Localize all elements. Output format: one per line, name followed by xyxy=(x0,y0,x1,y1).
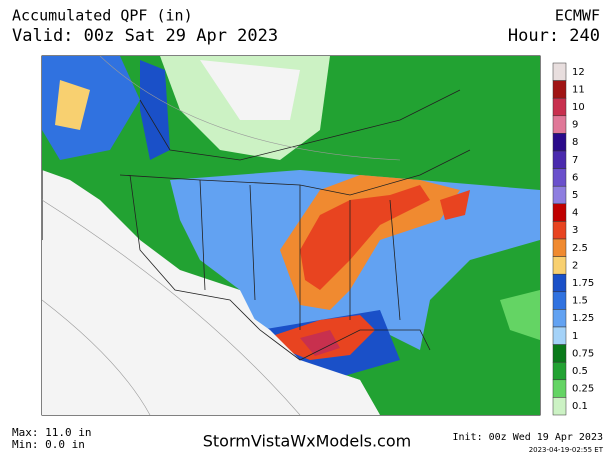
legend-label: 4 xyxy=(572,208,578,219)
precip-field xyxy=(42,56,540,415)
legend-label: 11 xyxy=(572,84,585,95)
legend-swatch xyxy=(552,361,567,381)
legend-label: 1.25 xyxy=(572,313,594,324)
legend-label: 1.5 xyxy=(572,296,588,307)
legend-label: 7 xyxy=(572,155,578,166)
legend-label: 0.5 xyxy=(572,366,588,377)
legend-swatch xyxy=(552,150,567,169)
legend-label: 0.25 xyxy=(572,384,594,395)
graticule xyxy=(42,56,401,415)
map xyxy=(41,55,541,416)
timestamp: 2023-04-19-02:55 ET xyxy=(529,446,604,454)
legend-swatch xyxy=(552,62,567,81)
legend-swatch xyxy=(552,115,567,134)
legend-label: 12 xyxy=(572,67,585,78)
legend-label: 2.5 xyxy=(572,243,588,254)
legend-swatch xyxy=(552,326,567,345)
legend-swatch xyxy=(552,203,567,222)
legend-swatch xyxy=(552,133,567,152)
valid-time: Valid: 00z Sat 29 Apr 2023 xyxy=(12,26,278,46)
legend-swatch xyxy=(552,185,567,205)
legend-swatch xyxy=(552,168,567,187)
legend-swatch xyxy=(552,397,567,416)
color-legend: 12 11 10 9 8 7 6 5 4 3 2.5 2 1.75 1.5 1.25 1 0.75 0.5 0.25… xyxy=(552,62,594,416)
legend-swatch xyxy=(552,238,567,257)
legend-label: 8 xyxy=(572,137,578,148)
legend-swatch xyxy=(552,256,567,275)
legend-swatch xyxy=(552,344,567,363)
legend-swatch xyxy=(552,221,567,240)
legend-label: 9 xyxy=(572,120,578,131)
legend-swatch xyxy=(552,273,567,293)
legend-label: 5 xyxy=(572,190,578,201)
max-value: Max: 11.0 in xyxy=(12,426,91,439)
legend-label: 0.1 xyxy=(572,401,588,412)
legend-swatch xyxy=(552,291,567,310)
legend-label: 3 xyxy=(572,225,578,236)
borders xyxy=(119,89,471,361)
title: Accumulated QPF (in) xyxy=(12,7,193,25)
legend-swatch xyxy=(552,80,567,99)
site-name: StormVistaWxModels.com xyxy=(203,432,411,451)
legend-label: 10 xyxy=(572,102,585,113)
legend-label: 2 xyxy=(572,260,578,271)
legend-swatch xyxy=(552,97,567,117)
legend-swatch xyxy=(552,379,567,398)
init-time: Init: 00z Wed 19 Apr 2023 xyxy=(452,432,603,443)
legend-swatch xyxy=(552,309,567,328)
legend-label: 1.75 xyxy=(572,278,594,289)
legend-label: 1 xyxy=(572,331,578,342)
legend-label: 0.75 xyxy=(572,348,594,359)
forecast-hour: Hour: 240 xyxy=(508,26,600,46)
model: ECMWF xyxy=(555,7,600,25)
legend-label: 6 xyxy=(572,172,578,183)
min-value: Min: 0.0 in xyxy=(12,438,85,451)
